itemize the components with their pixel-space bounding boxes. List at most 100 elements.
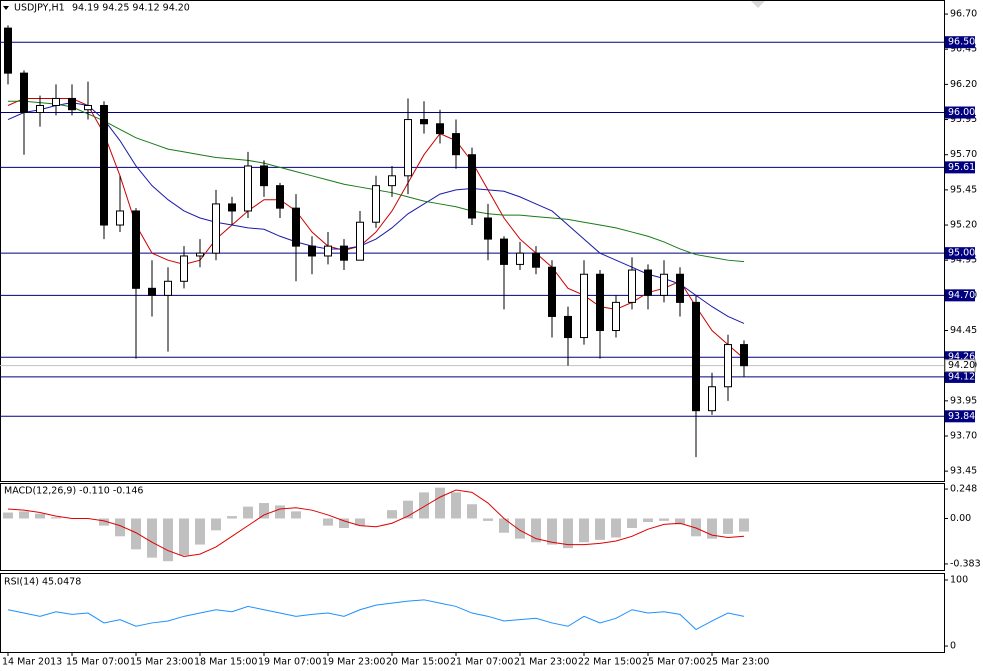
level-label-box	[945, 410, 975, 423]
macd-bar	[147, 518, 157, 558]
candle-body	[132, 210, 140, 289]
macd-panel	[0, 483, 945, 571]
candle-body	[164, 280, 172, 296]
macd-bar	[435, 487, 445, 519]
candle-body	[436, 123, 444, 135]
macd-bar	[355, 518, 365, 526]
candle-body	[196, 252, 204, 257]
candle-body	[52, 97, 60, 106]
x-tick-label: 25 Mar 23:00	[706, 657, 769, 668]
candle-body	[740, 344, 748, 367]
candle-body	[388, 175, 396, 187]
rsi-panel	[0, 573, 945, 653]
candle-body	[100, 104, 108, 226]
level-label: 94.26	[948, 352, 975, 363]
macd-bar	[131, 518, 141, 550]
rsi-line	[7, 599, 745, 631]
main-panel	[0, 0, 945, 482]
y-tick-label: 93.95	[950, 395, 977, 406]
x-tick-label: 15 Mar 07:00	[66, 657, 129, 668]
y-tick-label: 95.70	[950, 149, 977, 160]
macd-bar	[531, 518, 541, 543]
y-tick-label: 100	[950, 575, 968, 586]
y-tick-label: 96.20	[950, 79, 977, 90]
macd-bar	[163, 518, 173, 562]
macd-bar	[323, 518, 333, 526]
y-tick-label: -0.383	[950, 558, 981, 569]
macd-bar	[51, 517, 61, 519]
candle-body	[628, 269, 636, 303]
y-tick-label: 0	[950, 641, 956, 652]
x-tick-label: 14 Mar 2013	[2, 657, 62, 668]
macd-bar	[115, 518, 125, 537]
y-tick-label: 94.95	[950, 255, 977, 266]
candle-body	[228, 203, 236, 212]
macd-bar	[403, 500, 413, 519]
level-label: 93.84	[948, 411, 975, 422]
y-tick-label: 96.70	[950, 9, 977, 20]
level-label-box	[945, 289, 975, 302]
candle-body	[340, 245, 348, 261]
macd-bar	[291, 511, 301, 519]
macd-bar	[739, 518, 749, 532]
macd-bar	[275, 505, 285, 519]
candle-body	[532, 252, 540, 268]
quote: 94.19 94.25 94.12 94.20	[72, 3, 190, 14]
candle-body	[564, 315, 572, 339]
candle-body	[36, 104, 44, 114]
macd-bar	[179, 518, 189, 556]
macd-bar	[691, 518, 701, 537]
macd-bar	[451, 492, 461, 519]
symbol: USDJPY,H1	[14, 3, 65, 14]
macd-bar	[35, 513, 45, 519]
macd-bar	[643, 518, 653, 523]
x-tick-label: 22 Mar 15:00	[578, 657, 641, 668]
macd-bar	[3, 512, 13, 519]
level-label: 94.70	[948, 290, 975, 301]
y-tick-label: 93.70	[950, 430, 977, 441]
candle-body	[148, 287, 156, 296]
candle-body	[500, 238, 508, 265]
macd-bar	[627, 518, 637, 528]
candle-body	[660, 273, 668, 296]
candle-body	[116, 210, 124, 226]
candle-body	[484, 217, 492, 240]
level-label-box	[945, 106, 975, 119]
signal-line	[7, 489, 745, 557]
macd-bar	[99, 518, 109, 526]
macd-bar	[387, 510, 397, 519]
y-tick-label: 93.45	[950, 466, 977, 477]
y-tick-label: 95.45	[950, 184, 977, 195]
current-price-box	[944, 359, 976, 373]
candle-body	[692, 301, 700, 412]
level-label: 95.00	[948, 248, 975, 259]
macd-bar	[195, 518, 205, 545]
candle-body	[4, 27, 12, 74]
macd-bar	[339, 518, 349, 528]
macd-bar	[675, 518, 685, 525]
moving-average	[7, 102, 745, 324]
candle-body	[212, 203, 220, 254]
y-tick-label: 0.248	[950, 484, 977, 495]
candle-body	[324, 245, 332, 257]
candle-body	[596, 273, 604, 332]
macd-bar	[499, 518, 509, 533]
candle-body	[292, 207, 300, 247]
y-tick-label: 95.95	[950, 114, 977, 125]
level-label-box	[945, 36, 975, 49]
x-tick-label: 18 Mar 15:00	[194, 657, 257, 668]
macd-bar	[659, 518, 669, 521]
y-tick-label: 96.45	[950, 44, 977, 55]
macd-bar	[579, 518, 589, 543]
candle-body	[180, 255, 188, 282]
macd-bar	[211, 518, 221, 531]
candle-body	[404, 119, 412, 177]
rsi-title: RSI(14) 45.0478	[4, 577, 81, 588]
candle-body	[708, 386, 716, 412]
candle-body	[20, 72, 28, 114]
candle-body	[548, 266, 556, 317]
level-label-box	[945, 370, 975, 383]
macd-bar	[227, 516, 237, 519]
